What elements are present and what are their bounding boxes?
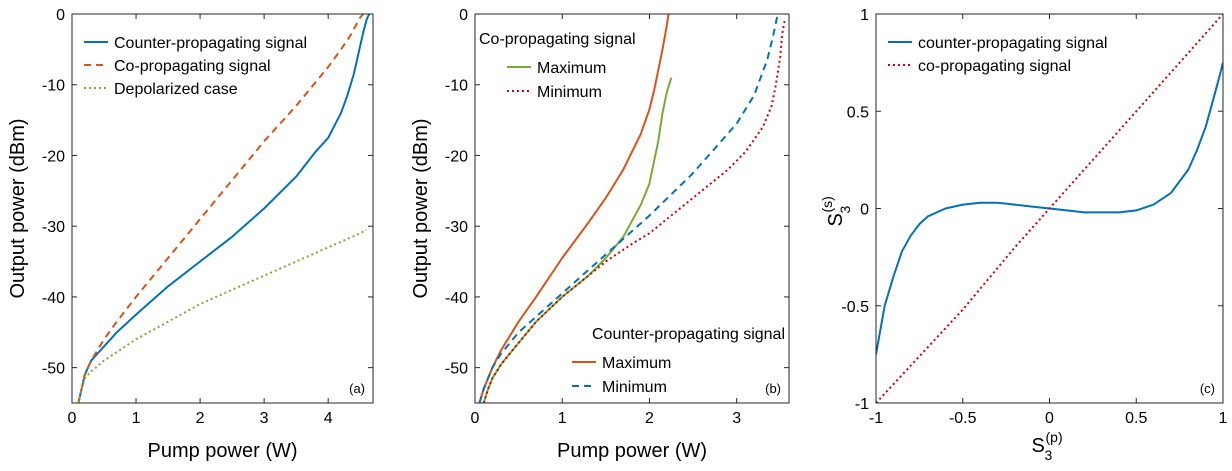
panel-2: 0 1 2 3 0 -10 -20 -30 -40 -50 Pump power (W) Output… — [410, 7, 790, 462]
y-tick-label: -50 — [445, 361, 468, 378]
x-tick-label: 1 — [132, 410, 141, 427]
y-tick-label: -30 — [445, 219, 468, 236]
y-tick-label: -20 — [42, 148, 65, 165]
series-line-3 — [77, 228, 368, 403]
plot-area — [478, 14, 786, 403]
y-tick-label: 0 — [860, 202, 869, 219]
legend-entry-label: Counter-propagating signal — [114, 35, 307, 52]
x-tick-label: 0 — [471, 410, 480, 427]
legend-entry-label: Minimum — [537, 84, 602, 101]
legend: Counter-propagating signal Co-propagating… — [84, 35, 307, 98]
x-tick-label: 4 — [324, 410, 333, 427]
series-line-3 — [478, 14, 670, 403]
y-axis-label-sup: (s) — [819, 196, 835, 212]
series-line-1 — [482, 77, 673, 403]
x-axis-label: Pump power (W) — [557, 440, 707, 462]
y-tick-label: 0.5 — [847, 104, 869, 121]
axes-box — [474, 13, 790, 404]
x-tick-label: -0.5 — [949, 410, 977, 427]
y-tick-label: -1 — [855, 396, 869, 413]
panel-1: 0 1 2 3 4 0 -10 -20 -30 -40 -50 Pump power (W) Outpu… — [7, 7, 374, 462]
series-line-1 — [77, 14, 371, 403]
y-axis-label: S3(s) — [819, 196, 853, 226]
y-tick-label: -50 — [42, 361, 65, 378]
x-tick-label: 2 — [196, 410, 205, 427]
series-line-2 — [482, 20, 786, 403]
y-axis-label-main: S — [825, 213, 847, 226]
y-tick-label: 0 — [56, 7, 65, 24]
y-tick-label: -10 — [42, 78, 65, 95]
legend-entry-label: counter-propagating signal — [918, 35, 1107, 52]
panel-label: (a) — [349, 381, 365, 396]
x-axis-label-main: S — [1032, 435, 1045, 457]
y-tick-label: -30 — [42, 219, 65, 236]
legend-entry-label: Depolarized case — [114, 81, 238, 98]
legend-entry-label: Co-propagating signal — [114, 58, 271, 75]
x-tick-label: 2 — [645, 410, 654, 427]
plot-area — [77, 14, 371, 403]
y-tick-label: -10 — [445, 78, 468, 95]
x-tick-label: -1 — [869, 410, 883, 427]
axes-box — [71, 13, 374, 404]
y-tick-label: -40 — [445, 290, 468, 307]
legend: counter-propagating signal co-propagating… — [888, 35, 1107, 75]
y-tick-label: 1 — [860, 7, 869, 24]
series-line-4 — [478, 14, 779, 403]
panel-label: (b) — [765, 381, 781, 396]
x-tick-label: 1 — [558, 410, 567, 427]
x-axis-label-sub: 3 — [1045, 447, 1053, 463]
x-axis-label: Pump power (W) — [147, 440, 297, 462]
legend-group-title: Co-propagating signal — [479, 31, 636, 48]
legend-group-title: Counter-propagating signal — [592, 326, 785, 343]
panel-label: (c) — [1200, 381, 1215, 396]
x-tick-label: 0 — [1045, 410, 1054, 427]
y-tick-label: -40 — [42, 290, 65, 307]
y-axis-label: Output power (dBm) — [410, 118, 432, 298]
y-tick-label: 0 — [459, 7, 468, 24]
series-line-2 — [77, 14, 365, 403]
legend-entry-label: Maximum — [602, 355, 671, 372]
legend-group-1: Co-propagating signal Maximum Minimum — [479, 31, 636, 101]
x-tick-label: 1 — [1219, 410, 1228, 427]
y-tick-label: -20 — [445, 148, 468, 165]
series-line-2 — [876, 14, 1223, 403]
y-tick-label: -0.5 — [841, 299, 869, 316]
x-tick-label: 3 — [260, 410, 269, 427]
legend-entry-label: co-propagating signal — [918, 58, 1071, 75]
legend-group-2: Counter-propagating signal Maximum Minimum — [572, 326, 785, 396]
legend-entry-label: Maximum — [537, 60, 606, 77]
y-axis-label: Output power (dBm) — [7, 118, 29, 298]
plot-area — [876, 14, 1223, 403]
panel-3: -1 -0.5 0 0.5 1-1-0.500.51S 3(p)S3(s)(c)count… — [819, 7, 1228, 463]
x-tick-label: 3 — [732, 410, 741, 427]
legend-entry-label: Minimum — [602, 379, 667, 396]
x-axis-label-sup: (p) — [1046, 429, 1063, 445]
x-tick-label: 0.5 — [1125, 410, 1147, 427]
series-line-1 — [876, 62, 1223, 355]
y-axis-label-sub: 3 — [837, 206, 853, 214]
x-tick-label: 0 — [68, 410, 77, 427]
